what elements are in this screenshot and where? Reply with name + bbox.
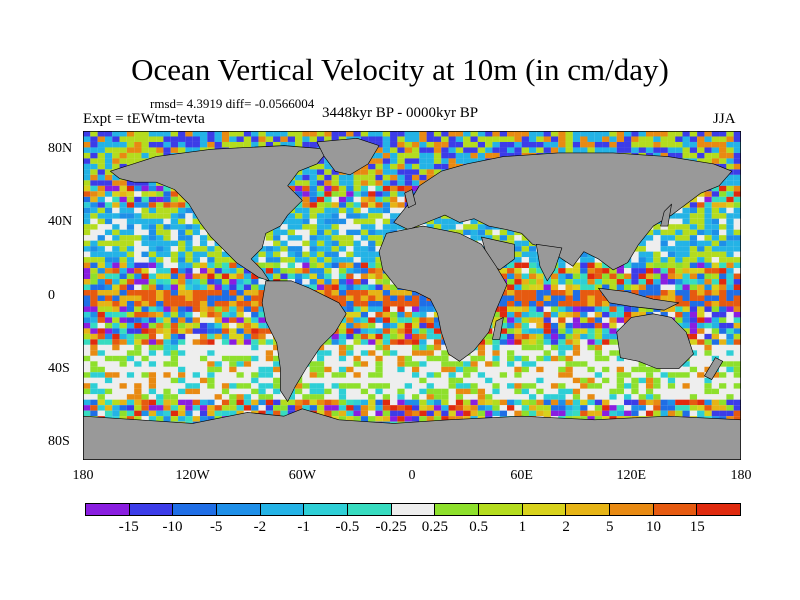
colorbar-box xyxy=(348,504,392,515)
colorbar-box xyxy=(479,504,523,515)
colorbar-box xyxy=(129,504,174,515)
period-label: 3448kyr BP - 0000kyr BP xyxy=(322,105,479,121)
colorbar-label: 0.5 xyxy=(469,519,488,535)
chart-title: Ocean Vertical Velocity at 10m (in cm/da… xyxy=(131,52,669,87)
colorbar-box xyxy=(86,504,130,515)
colorbar-label: -1 xyxy=(297,519,310,535)
colorbar-label: -0.5 xyxy=(335,519,360,535)
colorbar-label: 2 xyxy=(562,519,570,535)
stats-text: rmsd= 4.3919 diff= -0.0566004 xyxy=(150,96,315,111)
land-antarctica xyxy=(83,408,741,460)
lon-label: 60W xyxy=(288,468,316,483)
land-india xyxy=(535,244,563,282)
lon-label: 120W xyxy=(175,468,210,483)
lon-label: 180 xyxy=(730,468,752,483)
colorbar-box xyxy=(260,504,305,515)
colorbar-label: -5 xyxy=(209,519,223,535)
lat-label: 80S xyxy=(48,433,70,449)
colorbar-label: 1 xyxy=(518,519,527,535)
colorbar-box xyxy=(435,504,480,515)
lat-label: 40N xyxy=(48,214,73,230)
colorbar-label: 10 xyxy=(646,519,662,535)
colorbar-box xyxy=(566,504,611,515)
season-label: JJA xyxy=(713,111,736,127)
colorbar xyxy=(85,503,741,516)
land-north-america xyxy=(110,145,331,282)
lat-label: 0 xyxy=(48,287,55,303)
colorbar-box xyxy=(653,504,698,515)
land-indonesia xyxy=(598,287,680,311)
land-masses xyxy=(83,137,741,460)
lon-label: 180 xyxy=(72,468,94,483)
experiment-label: Expt = tEWtm-tevta xyxy=(83,111,205,127)
colorbar-label: 5 xyxy=(606,519,614,535)
world-map xyxy=(83,131,741,460)
land-greenland xyxy=(316,137,380,176)
lat-label: 80N xyxy=(48,141,73,157)
land-new-zealand xyxy=(704,357,724,380)
land-africa xyxy=(378,225,508,362)
colorbar-box xyxy=(304,504,349,515)
colorbar-label: -0.25 xyxy=(375,519,407,535)
colorbar-box xyxy=(522,504,567,515)
land-madagascar xyxy=(492,317,504,340)
colorbar-label: -2 xyxy=(253,519,267,535)
colorbar-box xyxy=(217,504,261,515)
land-japan xyxy=(660,203,672,227)
colorbar-label: -15 xyxy=(118,519,139,535)
lon-label: 0 xyxy=(408,468,416,483)
lon-label: 60E xyxy=(510,468,533,483)
land-south-america xyxy=(261,280,347,402)
land-australia xyxy=(616,313,694,369)
colorbar-box xyxy=(697,504,741,515)
colorbar-label: 0.25 xyxy=(421,519,448,535)
land-eurasia xyxy=(393,152,733,271)
lon-label: 120E xyxy=(616,468,647,483)
colorbar-box xyxy=(173,504,218,515)
colorbar-label: -10 xyxy=(162,519,183,535)
colorbar-box xyxy=(610,504,654,515)
colorbar-box xyxy=(391,504,436,515)
colorbar-label: 15 xyxy=(689,519,705,535)
lat-label: 40S xyxy=(48,360,70,376)
land-britain xyxy=(404,189,416,209)
